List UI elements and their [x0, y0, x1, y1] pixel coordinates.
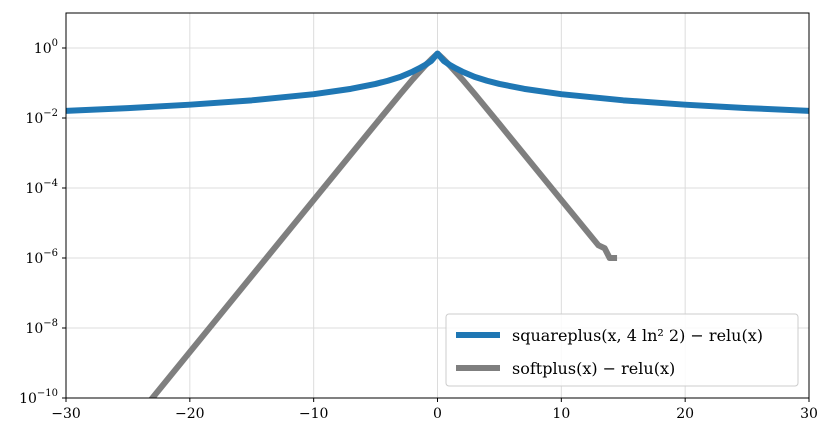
- y-tick-label: 100: [34, 38, 58, 57]
- x-tick-label: 20: [676, 406, 694, 422]
- x-tick-label: −30: [51, 406, 81, 422]
- legend-label-squareplus: squareplus(x, 4 ln² 2) − relu(x): [512, 326, 763, 345]
- grid: [65, 13, 810, 399]
- y-tick-label: 10−8: [25, 318, 58, 337]
- legend-label-softplus: softplus(x) − relu(x): [512, 359, 675, 378]
- y-axis-ticks: 10−10 10−8 10−6 10−4 10−2 100: [19, 38, 66, 407]
- x-tick-label: −10: [299, 406, 329, 422]
- x-tick-label: 30: [800, 406, 818, 422]
- y-tick-label: 10−2: [25, 108, 58, 127]
- series-layer: [66, 50, 809, 398]
- legend-box: [445, 313, 799, 387]
- x-tick-label: 0: [433, 406, 442, 422]
- y-tick-label: 10−10: [19, 388, 58, 407]
- x-tick-label: −20: [175, 406, 205, 422]
- x-axis-ticks: −30 −20 −10 0 10 20 30: [51, 398, 818, 422]
- y-tick-label: 10−4: [25, 178, 58, 197]
- series-squareplus-line: [66, 50, 809, 114]
- legend: squareplus(x, 4 ln² 2) − relu(x) softplu…: [445, 313, 799, 387]
- x-tick-label: 10: [552, 406, 570, 422]
- y-tick-label: 10−6: [25, 248, 58, 267]
